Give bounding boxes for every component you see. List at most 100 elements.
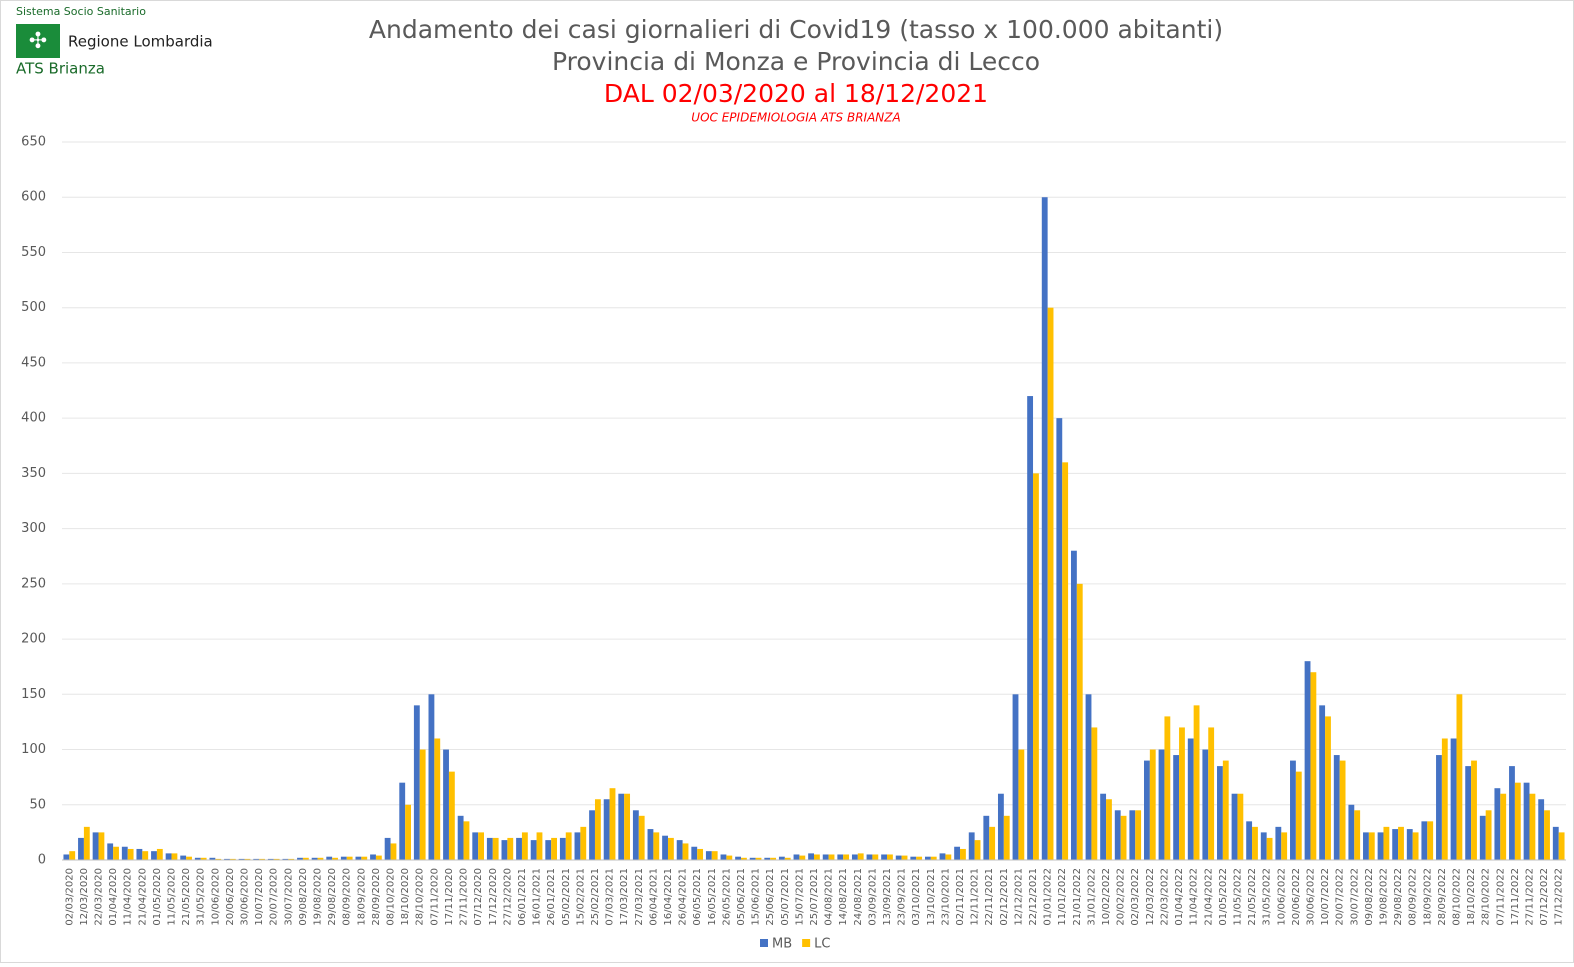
bar — [814, 854, 820, 860]
bar — [997, 793, 1004, 860]
x-tick-label: 07/12/2022 — [1539, 868, 1550, 926]
region-label: Regione Lombardia — [68, 33, 213, 51]
bar — [340, 856, 347, 860]
bar — [1421, 821, 1428, 860]
x-tick-label: 07/03/2021 — [605, 868, 616, 926]
bar — [551, 837, 558, 860]
bar — [1275, 826, 1282, 860]
bar — [720, 854, 727, 860]
bar — [98, 832, 105, 860]
bar — [1290, 760, 1296, 860]
bar — [1217, 766, 1223, 860]
bar — [1100, 793, 1107, 860]
bar — [1494, 788, 1501, 860]
bar — [1456, 694, 1463, 860]
bar — [1304, 661, 1311, 860]
bar — [618, 793, 625, 860]
bar — [1523, 782, 1530, 860]
bar — [784, 857, 791, 860]
bar — [954, 846, 961, 860]
bar — [536, 832, 543, 860]
bar — [1062, 462, 1069, 860]
bar — [302, 857, 309, 860]
x-tick-label: 27/12/2020 — [502, 868, 513, 926]
bar — [764, 857, 771, 860]
bar — [1465, 766, 1472, 860]
x-tick-label: 05/07/2021 — [780, 868, 791, 926]
bar — [448, 771, 455, 860]
y-tick-label: 650 — [21, 135, 46, 150]
x-tick-label: 02/03/2020 — [64, 868, 75, 926]
x-tick-label: 08/09/2022 — [1408, 868, 1419, 926]
bar — [486, 837, 493, 860]
x-tick-label: 15/06/2021 — [751, 868, 762, 926]
bar — [1237, 793, 1244, 860]
bar — [361, 856, 368, 860]
bar — [624, 793, 631, 860]
bar — [1436, 755, 1442, 860]
bar — [200, 857, 207, 860]
x-tick-label: 25/07/2021 — [809, 868, 820, 926]
x-tick-label: 11/04/2022 — [1189, 868, 1200, 926]
x-tick-label: 01/05/2020 — [152, 868, 163, 926]
bar — [667, 837, 674, 860]
bar — [332, 857, 338, 860]
bar — [1529, 793, 1536, 860]
bar — [107, 843, 114, 860]
y-tick-label: 150 — [21, 687, 46, 702]
x-tick-label: 01/01/2022 — [1043, 868, 1054, 926]
bar — [1552, 826, 1559, 860]
bar — [647, 829, 654, 860]
bar — [384, 837, 391, 860]
bar — [492, 837, 499, 860]
bar — [1076, 583, 1083, 860]
bar — [1538, 799, 1545, 860]
bar — [770, 857, 777, 860]
bar — [793, 854, 800, 860]
x-tick-label: 27/11/2020 — [459, 868, 470, 926]
x-tick-label: 20/06/2020 — [225, 868, 236, 926]
x-tick-label: 31/05/2020 — [196, 868, 207, 926]
bar — [253, 858, 260, 860]
x-tick-label: 10/07/2020 — [254, 868, 265, 926]
bar — [837, 854, 844, 860]
bar — [346, 856, 353, 860]
bar — [1281, 832, 1288, 860]
x-tick-label: 03/10/2021 — [911, 868, 922, 926]
x-tick-label: 10/02/2022 — [1101, 868, 1112, 926]
bar — [244, 858, 251, 860]
x-tick-label: 29/08/2020 — [327, 868, 338, 926]
bar — [370, 854, 376, 860]
x-tick-label: 16/05/2021 — [707, 868, 718, 926]
bar — [1120, 815, 1127, 860]
bar — [1149, 749, 1156, 860]
bar — [1106, 799, 1112, 860]
bar — [419, 749, 426, 860]
bar — [1544, 810, 1550, 860]
bar — [1406, 829, 1413, 860]
y-tick-label: 450 — [21, 355, 46, 370]
bar — [799, 855, 806, 860]
bar — [1193, 705, 1200, 860]
legend-label: MB — [772, 937, 792, 952]
bar — [1368, 832, 1375, 860]
x-tick-label: 18/09/2020 — [356, 868, 367, 926]
x-tick-label: 06/05/2021 — [692, 868, 703, 926]
bar — [1450, 738, 1457, 860]
bar — [78, 837, 84, 860]
bar — [1392, 829, 1399, 860]
bar — [1509, 766, 1515, 860]
x-tick-label: 19/08/2020 — [313, 868, 324, 926]
bar — [778, 856, 785, 860]
bar — [311, 857, 318, 860]
x-tick-label: 09/08/2020 — [298, 868, 309, 926]
bar — [559, 837, 566, 860]
x-tick-label: 22/03/2022 — [1159, 868, 1170, 926]
bar — [1412, 832, 1419, 860]
bar — [1018, 749, 1025, 860]
bar — [609, 788, 616, 860]
x-tick-label: 11/05/2020 — [167, 868, 178, 926]
system-label: Sistema Socio Sanitario — [16, 5, 146, 18]
bar — [501, 840, 508, 860]
